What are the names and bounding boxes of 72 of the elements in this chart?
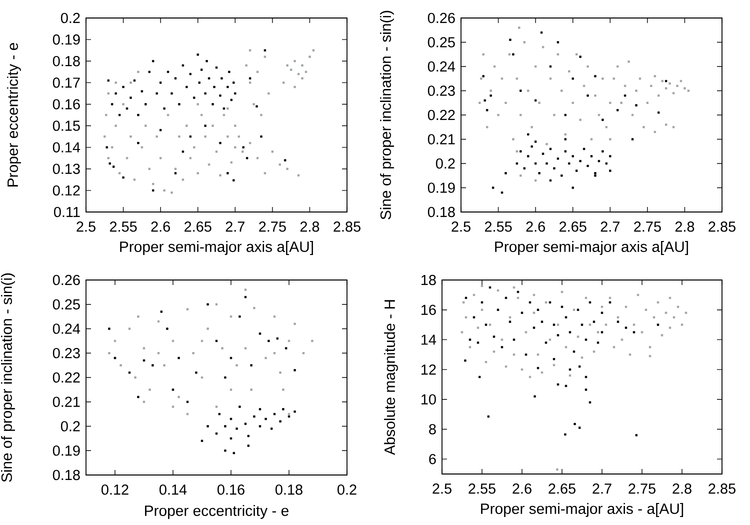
x-tick-label: 0.18 <box>276 484 302 495</box>
y-tick-label: 12 <box>422 364 436 375</box>
y-axis-title: Sine of proper inclination - sin(i) <box>1 273 15 482</box>
x-tick-label: 2.55 <box>110 222 137 232</box>
y-tick-label: 0.18 <box>428 206 455 218</box>
x-tick-label: 2.7 <box>592 484 612 494</box>
y-tick-label: 0.22 <box>428 110 455 120</box>
y-tick-label: 0.11 <box>54 206 80 218</box>
x-tick-label: 0.12 <box>102 484 128 495</box>
y-tick-label: 8 <box>429 424 436 434</box>
x-tick-label: 0.2 <box>338 484 356 495</box>
x-tick-label: 2.6 <box>151 222 170 232</box>
y-tick-label: 0.2 <box>60 12 80 24</box>
x-tick-label: 2.75 <box>634 222 661 232</box>
y-tick-label: 0.17 <box>52 78 80 88</box>
y-tick-label: 6 <box>429 454 436 464</box>
x-tick-label: 2.5 <box>432 484 452 494</box>
x-tick-label: 2.5 <box>76 222 96 232</box>
x-axis-title: Proper semi-major axis - a[AU] <box>481 503 684 517</box>
y-tick-label: 0.19 <box>428 182 455 193</box>
x-tick-label: 2.6 <box>526 222 545 232</box>
x-tick-label: 2.65 <box>548 484 576 494</box>
x-tick-label: 2.5 <box>452 222 470 232</box>
y-tick-label: 0.26 <box>52 274 80 286</box>
x-axis-title: Proper semi-major axis a[AU] <box>495 241 688 255</box>
y-tick-label: 0.18 <box>52 470 80 480</box>
x-tick-label: 2.8 <box>675 222 694 232</box>
y-tick-label: 0.2 <box>436 158 455 169</box>
x-tick-label: 2.8 <box>300 222 320 232</box>
y-tick-label: 0.16 <box>52 99 80 110</box>
y-tick-label: 0.25 <box>428 37 455 48</box>
x-tick-label: 2.65 <box>184 222 212 232</box>
y-tick-label: 0.21 <box>428 134 455 144</box>
y-tick-label: 0.15 <box>52 120 80 131</box>
y-tick-label: 16 <box>422 304 436 315</box>
x-tick-label: 2.7 <box>226 222 244 232</box>
x-tick-label: 2.6 <box>512 484 532 494</box>
y-tick-label: 0.18 <box>52 56 80 66</box>
x-tick-label: 2.85 <box>334 222 360 232</box>
x-tick-label: 2.7 <box>600 222 620 232</box>
y-tick-label: 0.23 <box>428 86 455 96</box>
y-tick-label: 0.25 <box>52 299 80 310</box>
x-axis-title: Proper eccentricity - e <box>145 505 288 519</box>
y-tick-label: 0.14 <box>52 142 80 152</box>
y-tick-label: 0.19 <box>52 446 80 456</box>
y-tick-label: 0.12 <box>52 185 80 196</box>
y-tick-label: 0.21 <box>52 396 80 407</box>
x-tick-label: 0.16 <box>218 484 244 495</box>
y-tick-label: 0.24 <box>52 324 80 334</box>
x-tick-label: 2.55 <box>484 222 512 232</box>
y-tick-label: 0.26 <box>428 12 455 24</box>
x-tick-label: 2.85 <box>708 484 736 494</box>
x-axis-title: Proper semi-major axis a[AU] <box>120 241 313 255</box>
x-tick-label: 2.8 <box>672 484 692 494</box>
y-tick-label: 0.22 <box>52 372 80 383</box>
y-tick-label: 0.2 <box>60 421 80 432</box>
y-tick-label: 0.19 <box>52 34 80 45</box>
y-tick-label: 0.24 <box>428 61 456 72</box>
x-tick-label: 2.65 <box>560 222 586 232</box>
x-tick-label: 0.14 <box>160 484 187 495</box>
y-axis-title: Sine of proper inclination - sin(i) <box>380 10 394 220</box>
y-tick-label: 14 <box>422 334 436 345</box>
y-axis-title: Proper eccentricity - e <box>7 43 21 186</box>
x-tick-label: 2.55 <box>468 484 496 494</box>
y-tick-label: 0.13 <box>52 164 80 174</box>
y-tick-label: 10 <box>422 394 436 404</box>
x-tick-label: 2.75 <box>259 222 286 232</box>
y-tick-label: 0.23 <box>52 348 80 358</box>
y-tick-label: 18 <box>422 274 436 286</box>
x-tick-label: 2.85 <box>708 222 736 232</box>
y-axis-title: Absolute magnitude - H <box>384 300 398 456</box>
x-tick-label: 2.75 <box>628 484 656 494</box>
